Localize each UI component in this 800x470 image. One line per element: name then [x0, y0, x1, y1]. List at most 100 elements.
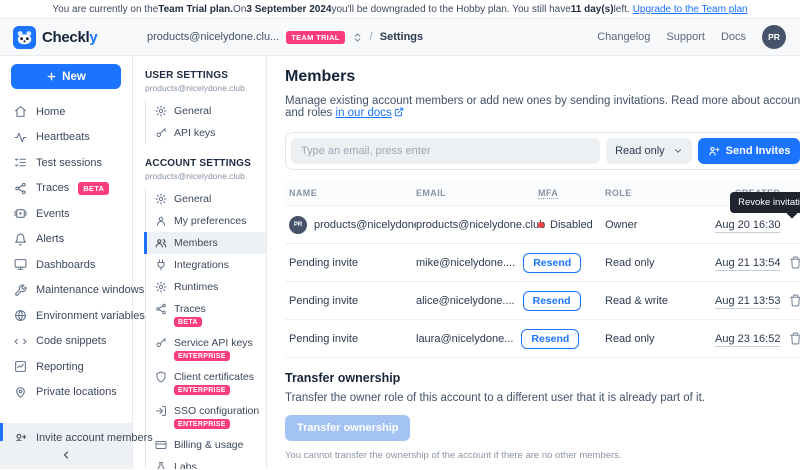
settings-item-members[interactable]: Members [144, 232, 266, 254]
upgrade-link[interactable]: Upgrade to the Team plan [632, 3, 748, 15]
settings-item-general[interactable]: General [146, 188, 266, 210]
support-link[interactable]: Support [666, 31, 705, 43]
page-description: Manage existing account members or add n… [285, 95, 800, 119]
table-header-row: NAME EMAIL MFA ROLE CREATED [285, 180, 800, 206]
banner-text: You are currently on the [52, 3, 159, 15]
revoke-invitation-button[interactable] [780, 332, 800, 345]
transfer-ownership-section: Transfer ownership Transfer the owner ro… [285, 371, 800, 461]
sidebar-item-heartbeats[interactable]: Heartbeats [0, 125, 132, 151]
table-row: Pending invite alice@nicelydone.... Rese… [285, 282, 800, 320]
runtimes-icon [155, 281, 167, 293]
send-invites-button[interactable]: Send Invites [697, 138, 800, 164]
external-link-icon [394, 107, 404, 117]
checklist-icon [14, 156, 27, 169]
account-switcher-icon[interactable] [352, 32, 363, 43]
sidebar-item-reporting[interactable]: Reporting [0, 354, 132, 380]
sidebar-item-private-locations[interactable]: Private locations [0, 380, 132, 406]
transfer-description: Transfer the owner role of this account … [285, 392, 705, 404]
resend-button[interactable]: Resend [521, 328, 580, 349]
settings-item-client-certificates[interactable]: Client certificates ENTERPRISE [146, 366, 266, 400]
sidebar-collapse-button[interactable] [0, 441, 132, 469]
docs-inline-link[interactable]: in our docs [335, 107, 392, 119]
settings-item-labs[interactable]: Labs [146, 456, 266, 469]
gear-icon [155, 105, 167, 117]
user-avatar[interactable]: PR [762, 25, 786, 49]
settings-item-my-preferences[interactable]: My preferences [146, 210, 266, 232]
account-name[interactable]: products@nicelydone.clu... [147, 31, 280, 43]
revoke-invitation-button[interactable] [780, 294, 800, 307]
sidebar-item-alerts[interactable]: Alerts [0, 227, 132, 253]
table-row: Pending invite mike@nicelydone.... Resen… [285, 244, 800, 282]
plug-icon [155, 259, 167, 271]
sidebar-item-home[interactable]: Home [0, 99, 132, 125]
trash-icon [789, 256, 800, 269]
wrench-icon [14, 284, 27, 297]
transfer-title: Transfer ownership [285, 371, 401, 385]
beta-badge: BETA [78, 181, 110, 195]
member-role: Read only [605, 332, 655, 345]
settings-item-api-keys[interactable]: API keys [146, 122, 266, 144]
settings-item-traces[interactable]: Traces BETA [146, 298, 266, 332]
account-settings-heading: ACCOUNT SETTINGS [145, 158, 251, 169]
settings-item-integrations[interactable]: Integrations [146, 254, 266, 276]
pulse-icon [14, 131, 27, 144]
banner-plan: Team Trial plan. [158, 3, 234, 15]
settings-item-service-api-keys[interactable]: Service API keys ENTERPRISE [146, 332, 266, 366]
sso-login-icon [155, 405, 167, 417]
chart-icon [14, 360, 27, 373]
sidebar-item-traces[interactable]: Traces BETA [0, 176, 132, 202]
user-icon [155, 215, 167, 227]
member-name: Pending invite [289, 332, 359, 345]
sidebar-item-environment-variables[interactable]: Environment variables [0, 303, 145, 329]
member-name: Pending invite [289, 256, 359, 269]
breadcrumb: products@nicelydone.clu... TEAM TRIAL / … [147, 30, 424, 44]
changelog-link[interactable]: Changelog [597, 31, 651, 43]
key-icon [155, 127, 167, 139]
col-name: NAME [289, 187, 318, 198]
table-row: Pending invite laura@nicelydone... Resen… [285, 320, 800, 358]
resend-button[interactable]: Resend [522, 290, 581, 311]
top-header: Checkly products@nicelydone.clu... TEAM … [0, 19, 800, 56]
user-plus-icon [708, 145, 720, 157]
members-table: NAME EMAIL MFA ROLE CREATED PR products@… [285, 180, 800, 358]
docs-link[interactable]: Docs [720, 31, 746, 43]
avatar: PR [289, 215, 307, 234]
credit-card-icon [155, 439, 167, 451]
key-icon [155, 337, 167, 349]
role-select[interactable]: Read only [606, 138, 692, 164]
map-pin-icon [14, 386, 27, 399]
member-email: mike@nicelydone.... [416, 256, 516, 269]
email-input[interactable] [291, 138, 601, 164]
traces-icon [155, 303, 167, 315]
transfer-ownership-button[interactable]: Transfer ownership [285, 415, 411, 441]
brand-logo[interactable]: Checkly [0, 25, 133, 49]
member-role: Read only [605, 256, 655, 269]
settings-item-user-general[interactable]: General [146, 100, 266, 122]
member-name: Pending invite [289, 294, 359, 307]
invite-form: Read only Send Invites [285, 132, 800, 170]
member-created: Aug 23 16:52 [715, 332, 781, 347]
settings-item-sso-configuration[interactable]: SSO configuration ENTERPRISE [146, 400, 266, 434]
revoke-invitation-button[interactable] [780, 256, 800, 269]
account-settings-account: products@nicelydone.club [145, 171, 245, 181]
member-email: products@nicelydone.club [416, 218, 546, 231]
breadcrumb-settings: Settings [379, 31, 424, 43]
resend-button[interactable]: Resend [523, 252, 582, 273]
globe-icon [14, 309, 27, 322]
member-role: Owner [605, 218, 638, 231]
sidebar-item-dashboards[interactable]: Dashboards [0, 252, 132, 278]
mfa-disabled-dot [538, 221, 544, 228]
code-icon [14, 335, 27, 348]
settings-sidebar: USER SETTINGS products@nicelydone.club G… [133, 56, 267, 469]
settings-item-runtimes[interactable]: Runtimes [146, 276, 266, 298]
transfer-note: You cannot transfer the ownership of the… [285, 450, 622, 461]
gear-icon [155, 193, 167, 205]
sidebar-item-events[interactable]: Events [0, 201, 132, 227]
new-button[interactable]: New [11, 64, 121, 89]
sidebar-item-code-snippets[interactable]: Code snippets [0, 329, 132, 355]
sidebar-item-test-sessions[interactable]: Test sessions [0, 150, 132, 176]
col-email: EMAIL [416, 187, 446, 198]
sidebar-item-maintenance-windows[interactable]: Maintenance windows [0, 278, 144, 304]
settings-item-billing-usage[interactable]: Billing & usage [146, 434, 266, 456]
member-name: products@nicelydone.club [314, 218, 416, 231]
